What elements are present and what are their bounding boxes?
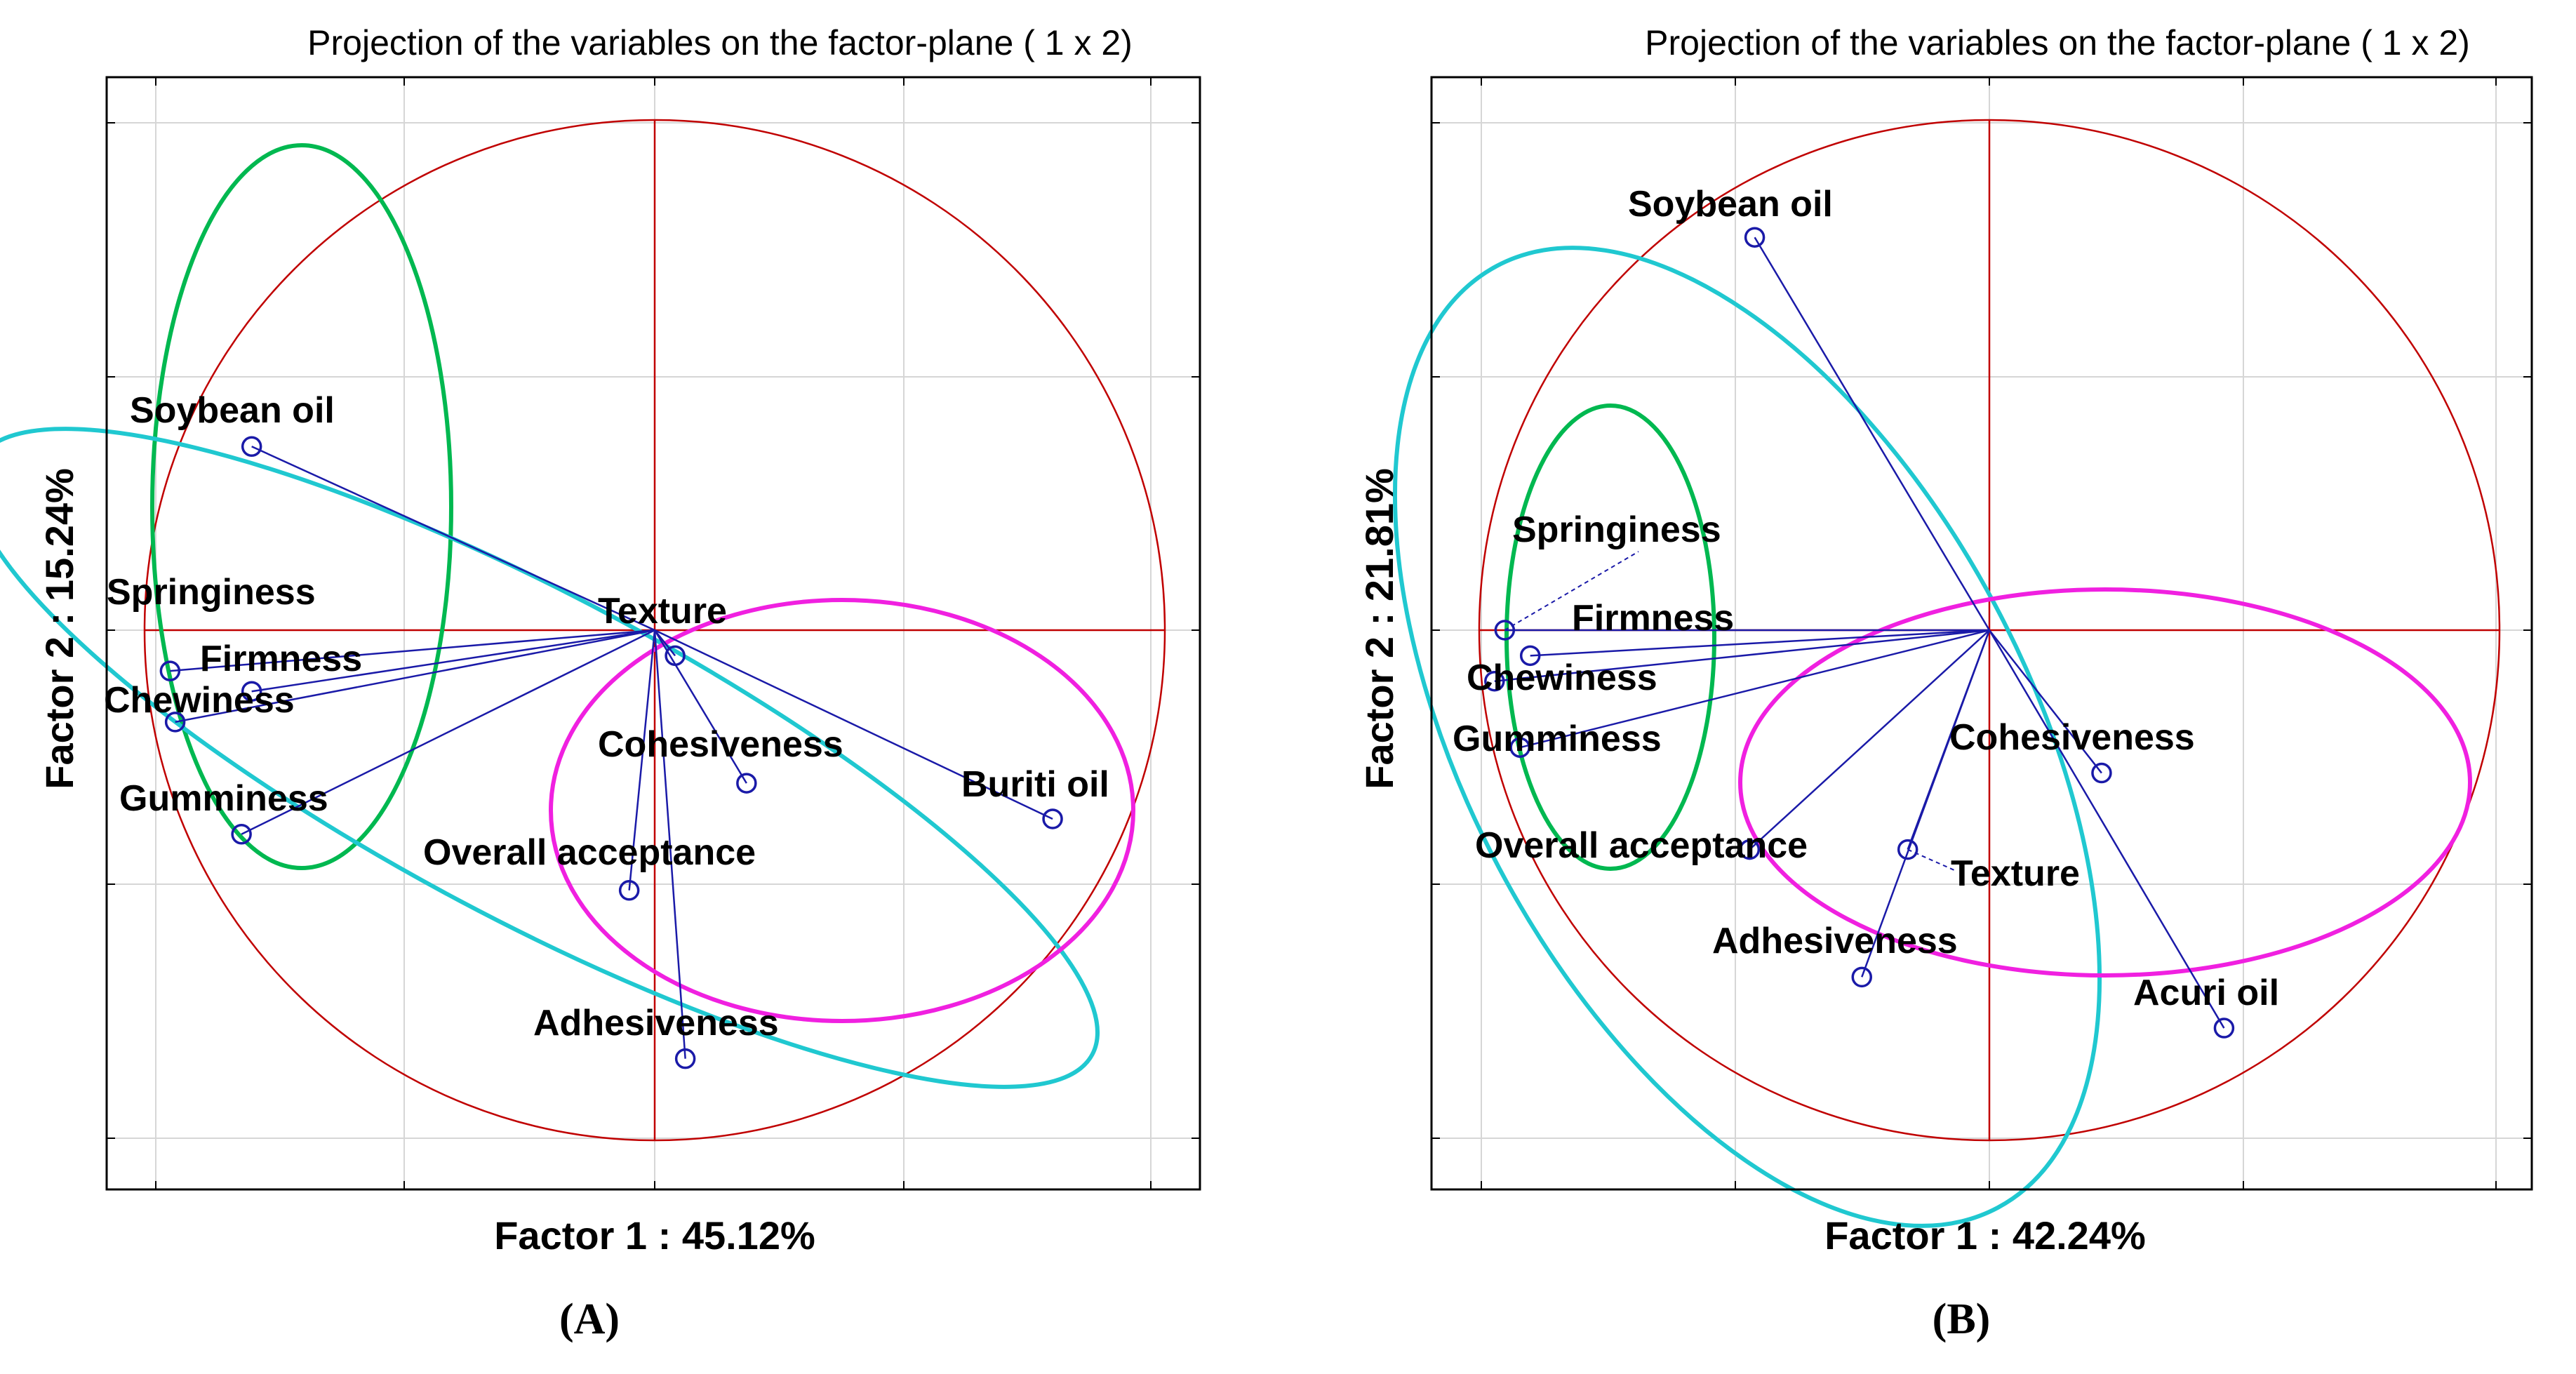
panel-b-title: Projection of the variables on the facto… bbox=[1645, 23, 2470, 62]
panel-a-loading-vector bbox=[170, 629, 655, 672]
panel-a-group-ellipse bbox=[549, 598, 1135, 1023]
panel-b-x-axis-label: Factor 1 : 42.24% bbox=[1824, 1213, 2146, 1258]
panel-a-loading-vector bbox=[251, 446, 655, 632]
panel-a-loading-point bbox=[231, 824, 252, 845]
panel-b-loading-point bbox=[1739, 839, 1761, 860]
panel-a-loading-point bbox=[241, 681, 262, 702]
panel-b-loading-point bbox=[1484, 670, 1505, 692]
panel-b-y-axis-label: Factor 2 : 21.81% bbox=[1357, 468, 1401, 789]
panel-b-loading-point bbox=[2213, 1018, 2235, 1039]
panel-a-loading-vector bbox=[628, 629, 656, 891]
panel-b-plot-area: Soybean oil Springiness Firmness Chewiness G… bbox=[1392, 76, 2533, 1228]
panel-b-loading-point bbox=[1494, 620, 1516, 641]
panel-a-loading-vector bbox=[653, 629, 686, 1059]
panel-a-variable-label: Cohesiveness bbox=[598, 724, 843, 765]
panel-b-loading-vector bbox=[1530, 629, 1990, 657]
panel-a-variable-label: Gumminess bbox=[119, 778, 328, 819]
panel-a-variable-label: Springiness bbox=[107, 572, 316, 613]
panel-b-variable-label: Chewiness bbox=[1467, 658, 1657, 698]
panel-a-variable-label: Overall acceptance bbox=[423, 832, 756, 873]
panel-a-loading-point bbox=[241, 436, 262, 458]
panel-b-variable-label: Overall acceptance bbox=[1475, 825, 1808, 866]
panel-b-variable-label: Springiness bbox=[1512, 509, 1721, 550]
panel-b-loading-point bbox=[1509, 737, 1530, 758]
panel-b-variable-label: Cohesiveness bbox=[1949, 717, 2195, 758]
panel-b-loading-point bbox=[2091, 762, 2112, 784]
panel-b-loading-vector bbox=[1494, 629, 1990, 682]
panel-a-variable-label: Firmness bbox=[200, 639, 362, 679]
panel-a-variable-label: Adhesiveness bbox=[533, 1003, 779, 1043]
panel-b-loading-vector bbox=[1988, 629, 2225, 1029]
panel-b-variable-label: Soybean oil bbox=[1628, 184, 1833, 225]
panel-b-loading-point bbox=[1851, 966, 1872, 988]
panel-a-loading-point bbox=[164, 712, 186, 733]
panel-b-group-ellipse bbox=[1504, 403, 1716, 871]
panel-b-loading-point bbox=[1519, 645, 1541, 667]
panel-a-loading-vector bbox=[241, 629, 655, 835]
panel-b-label-leader bbox=[1907, 848, 1955, 871]
panel-a-plot-frame bbox=[105, 76, 1201, 1191]
panel-a-group-ellipse bbox=[0, 427, 1100, 1089]
panel-b-caption: (B) bbox=[1933, 1295, 1991, 1343]
panel-a-group-ellipse bbox=[150, 143, 453, 870]
panel-b-group-ellipse bbox=[1392, 246, 2102, 1228]
panel-b-loading-vector bbox=[1754, 236, 1991, 631]
panel-b-plot-frame bbox=[1430, 76, 2533, 1191]
panel-a-loading-point bbox=[1042, 808, 1063, 829]
panel-a-caption: (A) bbox=[559, 1295, 620, 1343]
panel-b-variable-label: Firmness bbox=[1572, 598, 1734, 639]
panel-a-variable-label: Chewiness bbox=[104, 680, 295, 721]
panel-a-title: Projection of the variables on the facto… bbox=[307, 23, 1133, 62]
panel-a-loading-point bbox=[674, 1048, 696, 1069]
panel-b-variable-label: Acuri oil bbox=[2133, 973, 2279, 1013]
panel-a-y-axis-label: Factor 2 : 15.24% bbox=[37, 468, 81, 789]
panel-b-variable-label: Adhesiveness bbox=[1712, 921, 1958, 961]
panel-a-loading-vector bbox=[251, 629, 655, 693]
panel-a-variable-label: Soybean oil bbox=[130, 390, 335, 431]
panel-a-loading-point bbox=[159, 660, 181, 681]
panel-b-variable-label: Gumminess bbox=[1453, 719, 1662, 759]
panel-b-variable-label: Texture bbox=[1951, 853, 2080, 894]
panel-b-loading-vector bbox=[1519, 629, 1990, 749]
panel-a-variable-label: Buriti oil bbox=[961, 764, 1109, 805]
panel-b-group-ellipse bbox=[1738, 587, 2472, 978]
panel-a-variable-label: Texture bbox=[598, 591, 727, 632]
panel-a-loading-point bbox=[736, 773, 757, 794]
panel-b-loading-vector bbox=[1989, 629, 2102, 774]
panel-b: Soybean oil Springiness Firmness Chewiness G… bbox=[1357, 23, 2533, 1343]
panel-a-loading-vector bbox=[653, 629, 747, 784]
panel-b-label-leader bbox=[1504, 551, 1639, 631]
panel-a-x-axis-label: Factor 1 : 45.12% bbox=[494, 1213, 815, 1258]
panel-a-loading-point bbox=[618, 880, 640, 901]
panel-b-loading-vector bbox=[1749, 629, 1990, 851]
panel-a-loading-vector bbox=[175, 629, 655, 723]
panel-b-loading-point bbox=[1744, 227, 1766, 248]
panel-b-loading-point bbox=[1897, 839, 1918, 860]
panel-b-loading-vector bbox=[1861, 629, 1991, 978]
panel-a-loading-vector bbox=[654, 629, 1053, 820]
